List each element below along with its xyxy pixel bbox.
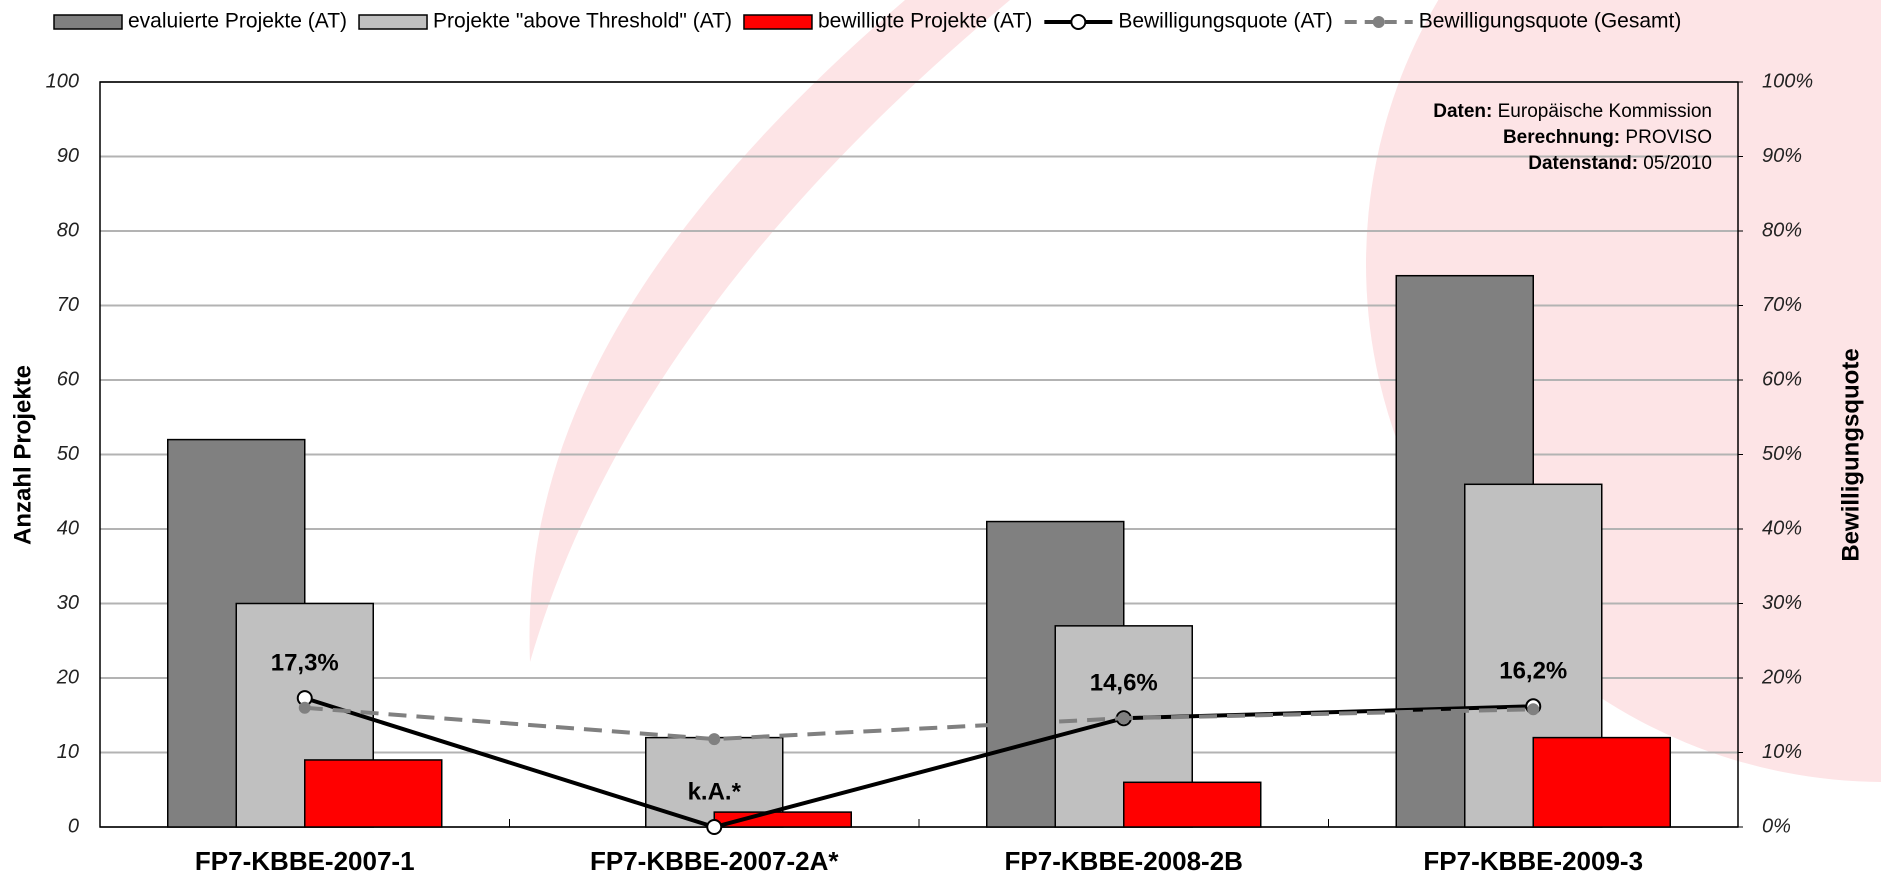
legend-marker [1372, 16, 1385, 28]
source-text: Europäische Kommission [1492, 101, 1712, 122]
y-tick-label: 50 [57, 443, 79, 465]
source-label: Datenstand: [1528, 153, 1638, 174]
legend-item: Bewilligungsquote (Gesamt) [1344, 10, 1682, 33]
background-shape [529, 0, 1010, 662]
line [304, 696, 1534, 830]
legend-item: Projekte "above Threshold" (AT) [358, 10, 732, 33]
legend-item: evaluierte Projekte (AT) [53, 10, 347, 33]
legend-label: bewilligte Projekte (AT) [818, 10, 1032, 33]
legend-label: Bewilligungsquote (AT) [1118, 10, 1332, 33]
y2-tick-label: 0% [1762, 815, 1791, 837]
y2-tick-label: 30% [1762, 592, 1802, 614]
y2-tick-label: 70% [1762, 294, 1802, 316]
x-tick-label: FP7-KBBE-2007-2A* [590, 846, 839, 876]
y-tick-label: 60 [57, 368, 79, 390]
source-label: Daten: [1433, 101, 1492, 122]
legend-item: Bewilligungsquote (AT) [1044, 10, 1333, 33]
data-label: k.A.* [688, 778, 742, 805]
y-tick-label: 30 [57, 592, 79, 614]
legend-label: Bewilligungsquote (Gesamt) [1419, 10, 1682, 33]
line-marker [298, 701, 311, 714]
line-marker [1117, 712, 1130, 725]
y2-tick-label: 10% [1762, 741, 1802, 763]
data-label: 17,3% [271, 649, 339, 676]
data-label: 16,2% [1499, 658, 1567, 685]
y-tick-label: 10 [57, 741, 79, 763]
y-axis-title: Anzahl Projekte [9, 365, 36, 545]
y-tick-label: 80 [57, 219, 79, 241]
legend-item: bewilligte Projekte (AT) [743, 10, 1032, 33]
source-note: Datenstand: 05/2010 [1528, 153, 1712, 174]
y2-tick-label: 20% [1761, 666, 1802, 688]
legend-marker [1070, 14, 1087, 30]
bar [1532, 736, 1671, 828]
source-note: Berechnung: PROVISO [1503, 127, 1712, 148]
y-tick-label: 20 [56, 666, 79, 688]
y-tick-label: 0 [68, 815, 79, 837]
legend-label: Projekte "above Threshold" (AT) [433, 10, 732, 33]
source-note: Daten: Europäische Kommission [1433, 101, 1712, 122]
line-marker [708, 733, 721, 746]
x-tick-label: FP7-KBBE-2007-1 [195, 846, 415, 876]
source-text: 05/2010 [1638, 153, 1712, 174]
y2-tick-label: 100% [1762, 70, 1813, 92]
legend-swatch [53, 14, 123, 30]
data-label: 14,6% [1090, 670, 1158, 697]
legend-swatch [743, 14, 813, 30]
y-tick-label: 70 [57, 294, 79, 316]
bar [1123, 781, 1262, 828]
y-tick-label: 100 [46, 70, 79, 92]
x-tick-label: FP7-KBBE-2008-2B [1005, 846, 1243, 876]
source-text: PROVISO [1620, 127, 1712, 148]
y2-tick-label: 90% [1762, 145, 1802, 167]
y2-tick-label: 50% [1762, 443, 1802, 465]
legend-swatch [358, 14, 428, 30]
x-tick-label: FP7-KBBE-2009-3 [1423, 846, 1643, 876]
line-marker [706, 819, 723, 835]
y-tick-label: 90 [57, 145, 79, 167]
y2-tick-label: 80% [1762, 219, 1802, 241]
y-tick-label: 40 [57, 517, 79, 539]
y2-tick-label: 40% [1762, 517, 1802, 539]
legend-label: evaluierte Projekte (AT) [128, 10, 347, 33]
line-marker [1527, 703, 1540, 716]
bar [304, 759, 443, 828]
y2-axis-title: Bewilligungsquote [1837, 348, 1864, 561]
source-label: Berechnung: [1503, 127, 1620, 148]
y2-tick-label: 60% [1762, 368, 1802, 390]
line [304, 705, 1534, 742]
